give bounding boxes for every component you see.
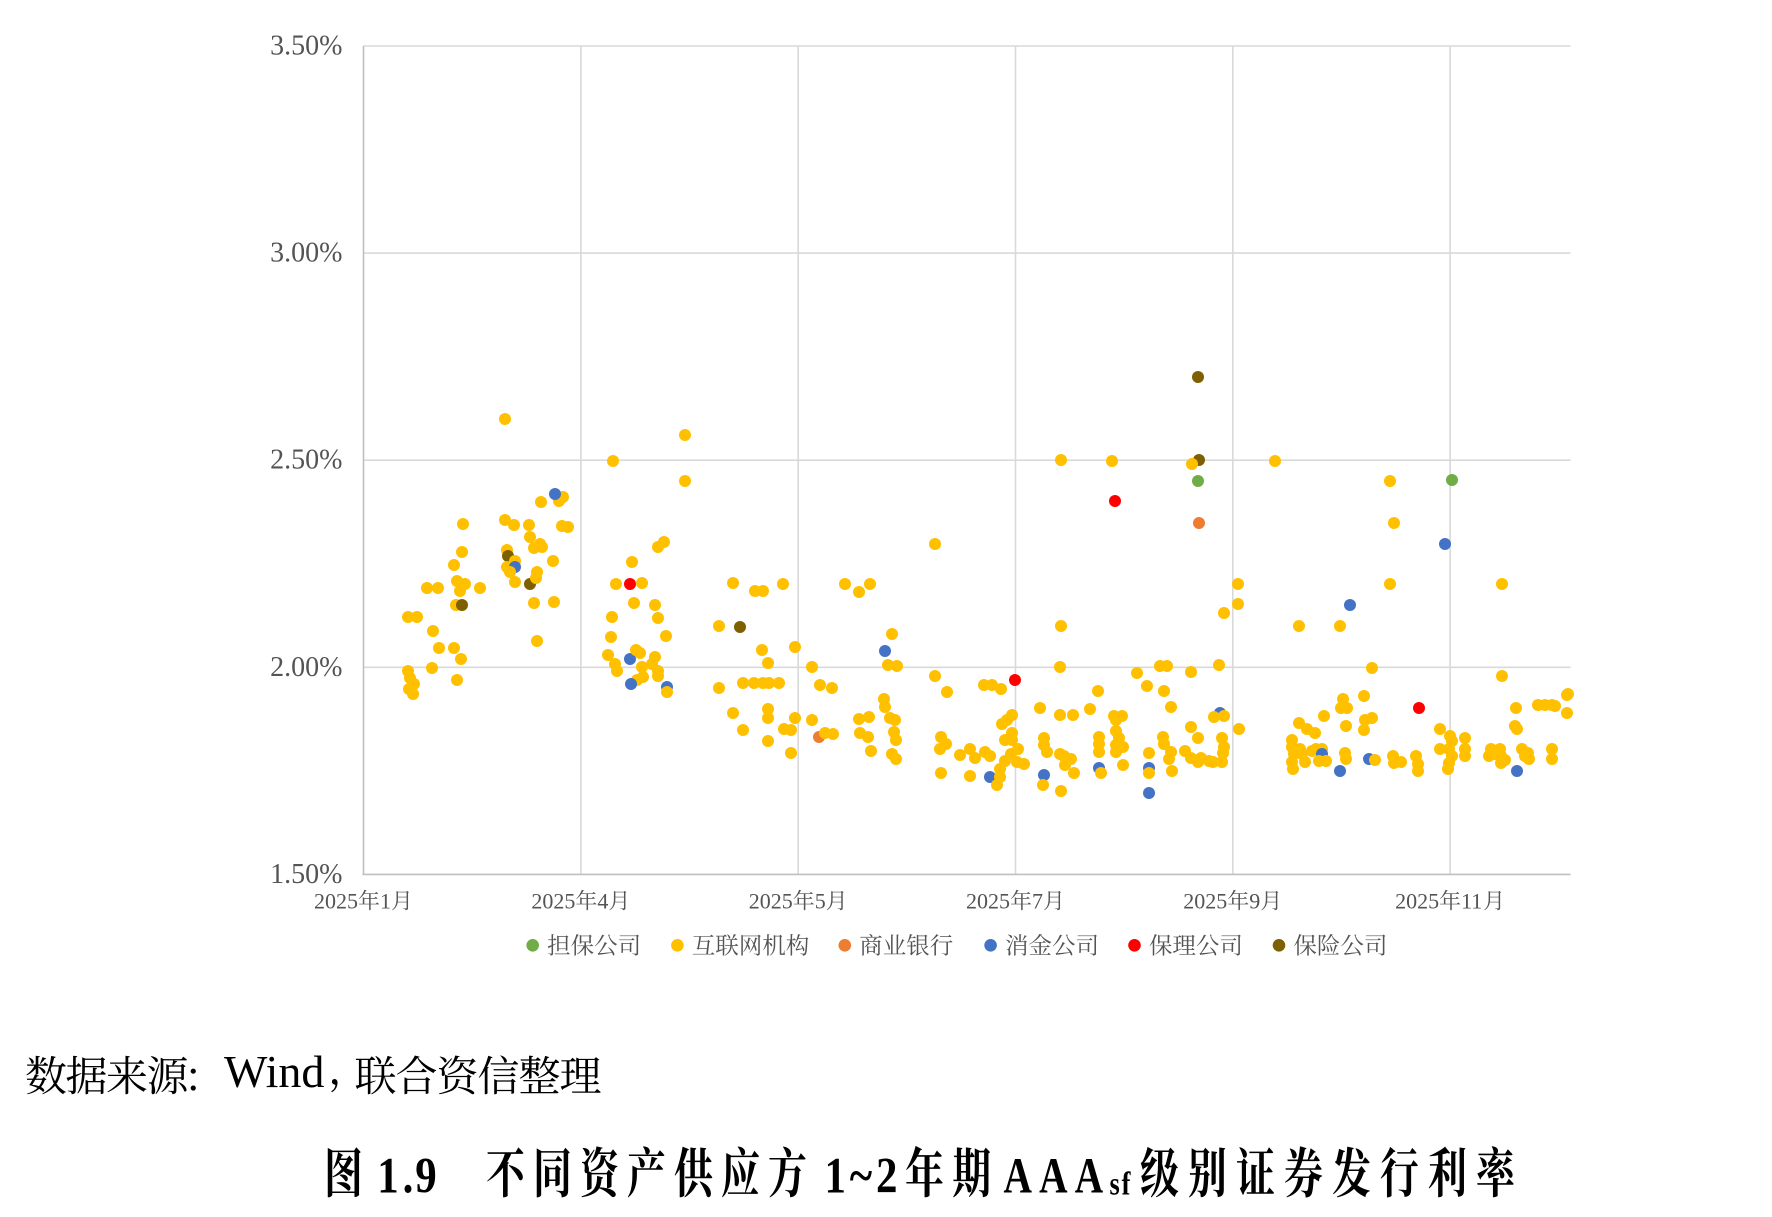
svg-text:2025: 2025 [531,889,575,914]
svg-text:2.00%: 2.00% [270,652,342,683]
svg-text:9: 9 [1249,889,1260,914]
svg-text:1.50%: 1.50% [270,859,342,890]
svg-text:1: 1 [825,1148,846,1204]
svg-text:.: . [403,1148,414,1204]
svg-text:2025: 2025 [749,889,793,914]
svg-text:~: ~ [850,1148,873,1204]
svg-text:s: s [1110,1166,1120,1202]
svg-text:11: 11 [1461,889,1482,914]
svg-text:4: 4 [597,889,608,914]
svg-text:2.50%: 2.50% [270,445,342,476]
svg-text:1: 1 [380,889,391,914]
svg-text:Wind: Wind [224,1046,324,1097]
svg-text:1: 1 [377,1148,398,1204]
svg-text:2: 2 [876,1148,897,1204]
svg-text:2025: 2025 [314,889,358,914]
svg-text:3.00%: 3.00% [270,238,342,269]
svg-text:2025: 2025 [1183,889,1227,914]
svg-text:A: A [1039,1148,1068,1204]
svg-text:f: f [1122,1166,1132,1202]
svg-text:2025: 2025 [966,889,1010,914]
svg-text:A: A [1075,1148,1104,1204]
svg-text:A: A [1004,1148,1033,1204]
svg-text:7: 7 [1032,889,1043,914]
svg-text:2025: 2025 [1395,889,1439,914]
svg-text:3.50%: 3.50% [270,31,342,62]
svg-text:5: 5 [815,889,826,914]
svg-text:9: 9 [415,1148,436,1204]
